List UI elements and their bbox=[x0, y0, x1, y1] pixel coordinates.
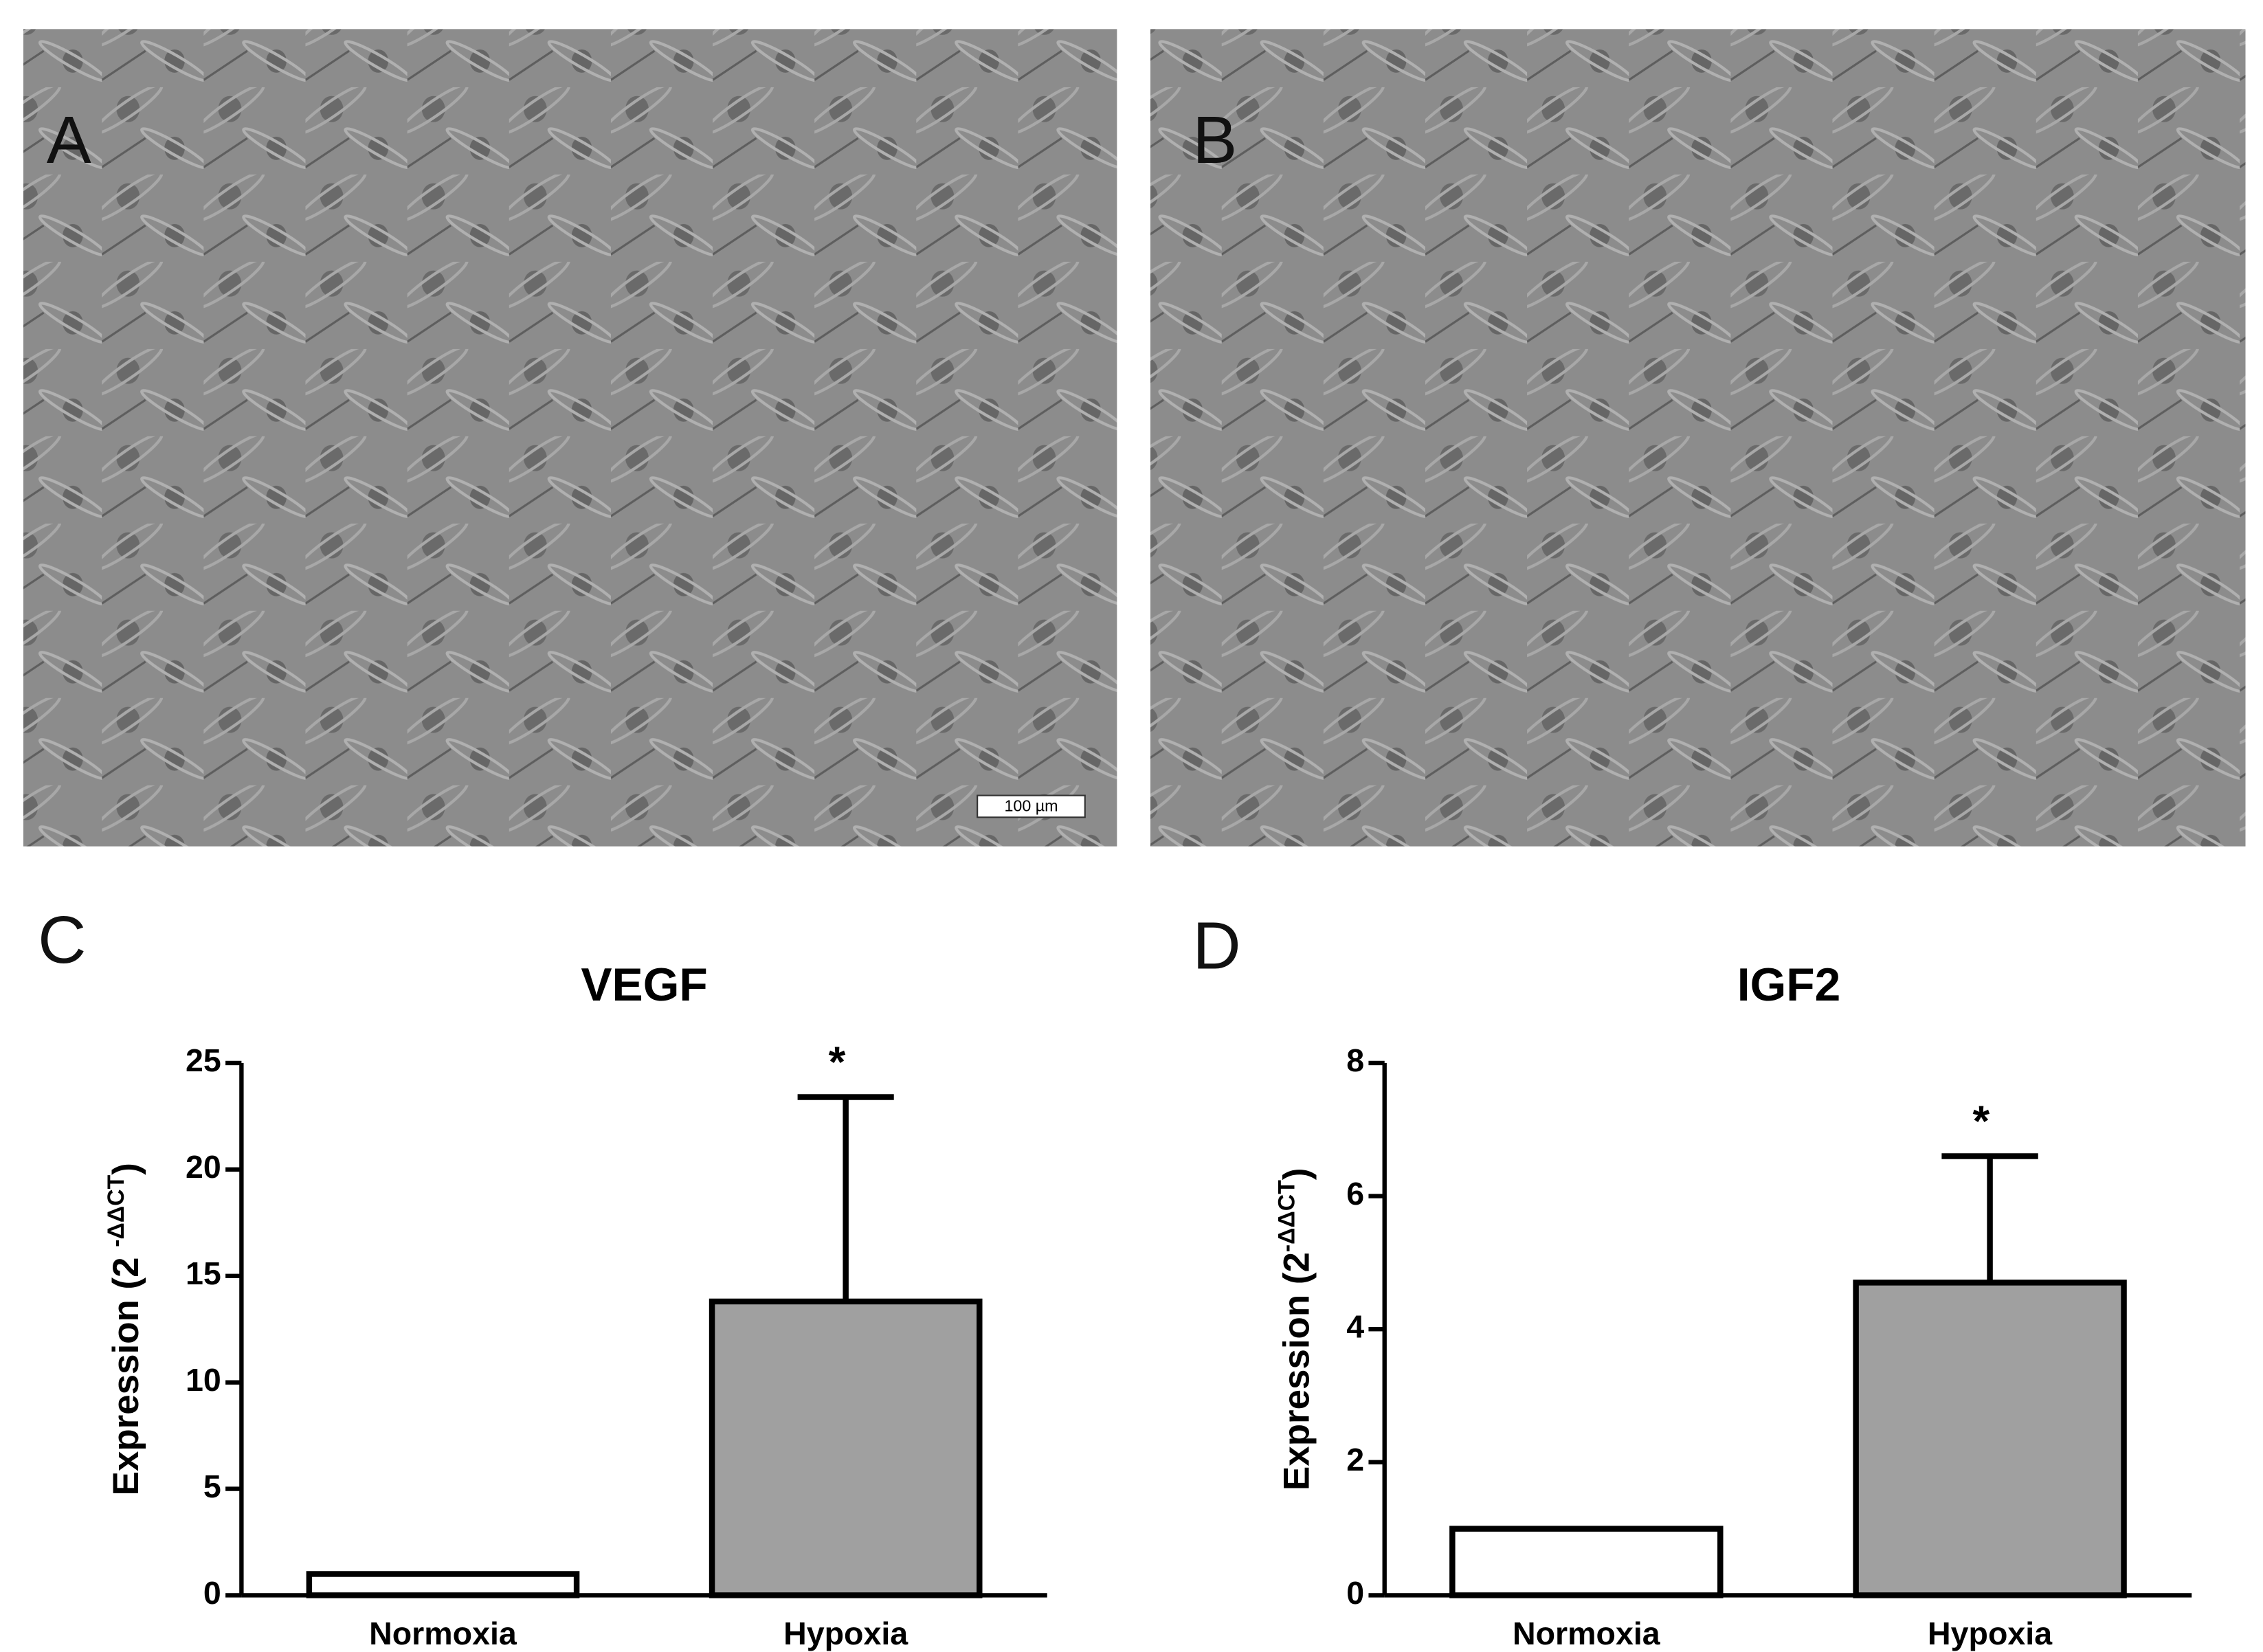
y-axis-label-part: ) bbox=[106, 1163, 146, 1175]
panel-label: B bbox=[1192, 102, 1237, 177]
y-tick-label: 20 bbox=[186, 1149, 221, 1185]
y-axis-label-part: -ΔΔCT bbox=[103, 1174, 129, 1247]
y-tick-label: 6 bbox=[1346, 1176, 1364, 1212]
y-axis-label-part: Expression (2 bbox=[1277, 1252, 1317, 1491]
y-tick-label: 10 bbox=[186, 1362, 221, 1398]
y-tick-label: 0 bbox=[203, 1575, 221, 1611]
x-tick-label: Normoxia bbox=[369, 1616, 517, 1651]
y-axis-label-part: Expression (2 bbox=[106, 1247, 146, 1496]
y-axis-label: Expression (2-ΔΔCT) bbox=[1274, 1168, 1317, 1491]
bar bbox=[709, 1298, 983, 1598]
y-tick-label: 15 bbox=[186, 1255, 221, 1291]
y-axis-label: Expression (2 -ΔΔCT) bbox=[103, 1163, 146, 1495]
significance-marker: * bbox=[1973, 1097, 1990, 1146]
y-tick-label: 0 bbox=[1346, 1575, 1364, 1611]
y-tick-label: 2 bbox=[1346, 1442, 1364, 1477]
x-tick-label: Normoxia bbox=[1513, 1616, 1661, 1651]
x-tick-label: Hypoxia bbox=[1928, 1616, 2053, 1651]
panel-label: C bbox=[38, 902, 86, 977]
y-tick-label: 25 bbox=[186, 1042, 221, 1078]
scale-bar bbox=[977, 794, 1086, 818]
bar bbox=[1853, 1280, 2127, 1598]
scale-bar-label: 100 µm bbox=[1004, 797, 1058, 815]
y-tick-label: 5 bbox=[203, 1469, 221, 1504]
x-tick-label: Hypoxia bbox=[783, 1616, 908, 1651]
panel-label: A bbox=[47, 102, 91, 177]
y-axis-label-part: ) bbox=[1277, 1168, 1317, 1180]
micrograph-b bbox=[1150, 29, 2246, 847]
chart-title: IGF2 bbox=[1737, 959, 1840, 1011]
panel-label: D bbox=[1192, 908, 1240, 983]
y-tick-label: 8 bbox=[1346, 1042, 1364, 1078]
micrograph-a bbox=[23, 29, 1117, 847]
y-tick-label: 4 bbox=[1346, 1309, 1364, 1345]
bar bbox=[1449, 1526, 1724, 1598]
chart-title: VEGF bbox=[581, 959, 707, 1011]
significance-marker: * bbox=[829, 1038, 846, 1086]
y-axis-label-part: -ΔΔCT bbox=[1274, 1180, 1300, 1252]
bar bbox=[306, 1571, 580, 1598]
